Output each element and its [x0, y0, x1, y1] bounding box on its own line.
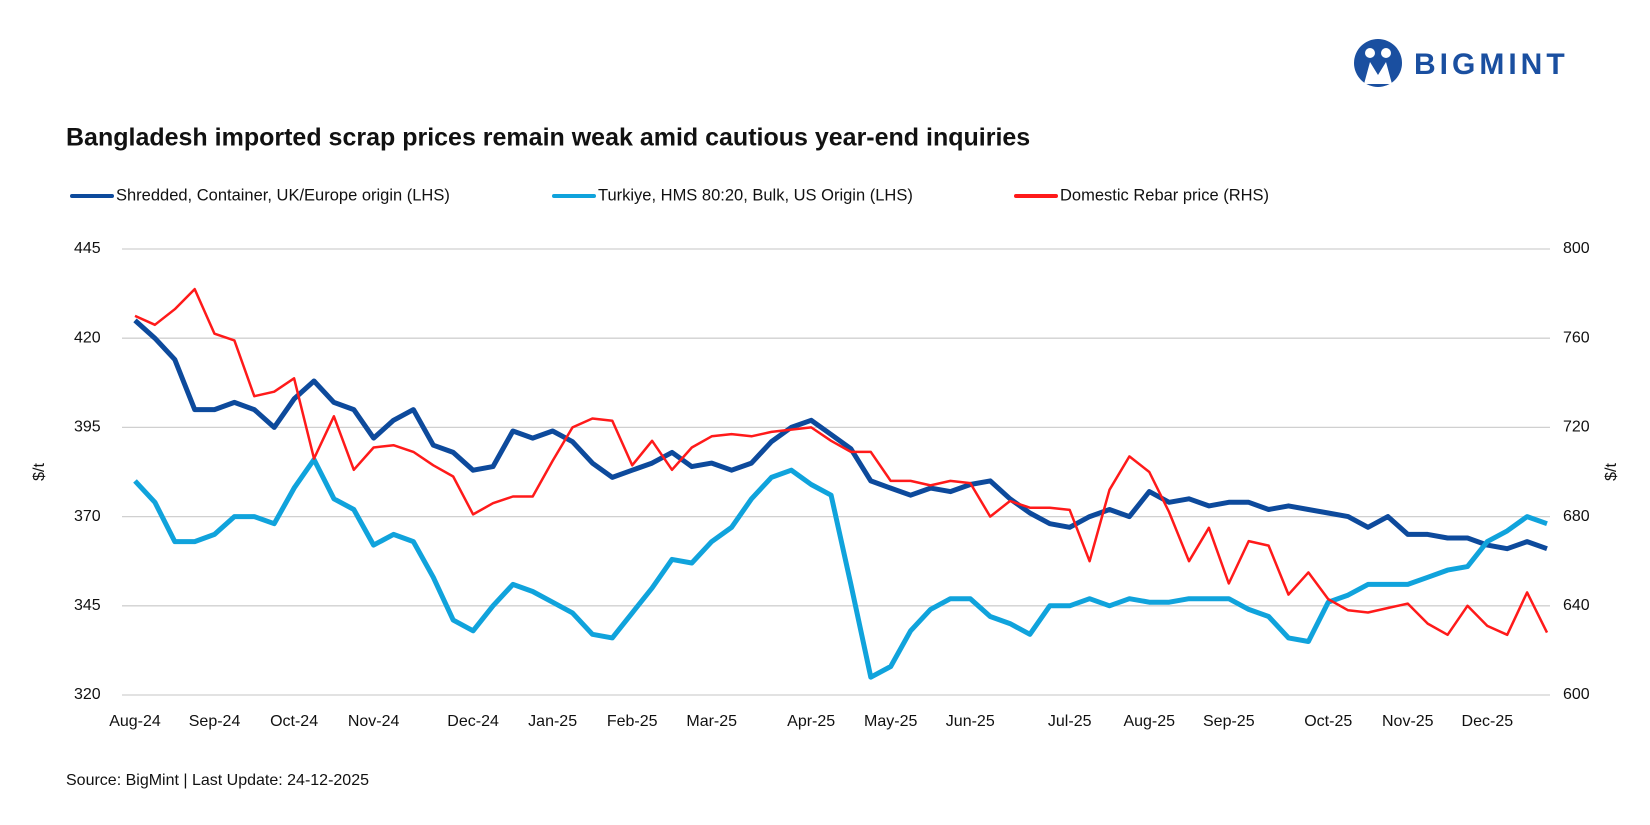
logo-icon: [1365, 48, 1375, 58]
y2-tick-label: 640: [1563, 597, 1590, 614]
x-tick-label: Sep-24: [189, 713, 241, 730]
legend-label: Turkiye, HMS 80:20, Bulk, US Origin (LHS…: [598, 186, 913, 204]
logo-icon: [1381, 48, 1391, 58]
source-note: Source: BigMint | Last Update: 24-12-202…: [66, 772, 369, 789]
x-tick-label: Oct-24: [270, 713, 318, 730]
logo-text: BIGMINT: [1414, 48, 1569, 81]
x-tick-label: Aug-25: [1123, 713, 1175, 730]
y-axis-label: $/t: [31, 463, 48, 481]
x-tick-label: Jan-25: [528, 713, 577, 730]
y-tick-label: 320: [74, 686, 101, 703]
x-tick-label: Apr-25: [787, 713, 835, 730]
legend-label: Domestic Rebar price (RHS): [1060, 186, 1269, 204]
y-tick-label: 370: [74, 508, 101, 525]
x-tick-label: Sep-25: [1203, 713, 1255, 730]
x-tick-label: Jun-25: [946, 713, 995, 730]
x-tick-label: Dec-25: [1462, 713, 1514, 730]
line-series: [133, 457, 1548, 680]
x-tick-label: Oct-25: [1304, 713, 1352, 730]
y2-tick-label: 800: [1563, 240, 1590, 257]
y-tick-label: 395: [74, 419, 101, 436]
logo: BIGMINT: [1354, 39, 1569, 87]
y2-tick-label: 680: [1563, 508, 1590, 525]
y2-tick-label: 760: [1563, 329, 1590, 346]
x-tick-label: Nov-24: [348, 713, 400, 730]
logo-icon: [1364, 62, 1392, 84]
y2-tick-label: 600: [1563, 686, 1590, 703]
y2-tick-label: 720: [1563, 419, 1590, 436]
y-tick-label: 420: [74, 329, 101, 346]
chart-title: Bangladesh imported scrap prices remain …: [66, 124, 1030, 152]
x-tick-label: Feb-25: [607, 713, 658, 730]
line-series: [133, 318, 1548, 552]
x-tick-label: Dec-24: [447, 713, 499, 730]
x-tick-label: Nov-25: [1382, 713, 1434, 730]
x-tick-label: Mar-25: [686, 713, 737, 730]
y-tick-label: 445: [74, 240, 101, 257]
x-tick-label: May-25: [864, 713, 917, 730]
legend-label: Shredded, Container, UK/Europe origin (L…: [116, 186, 450, 204]
line-series: [134, 287, 1549, 637]
y2-axis-label: $/t: [1603, 463, 1620, 481]
x-tick-label: Aug-24: [109, 713, 161, 730]
y-tick-label: 345: [74, 597, 101, 614]
x-tick-label: Jul-25: [1048, 713, 1092, 730]
